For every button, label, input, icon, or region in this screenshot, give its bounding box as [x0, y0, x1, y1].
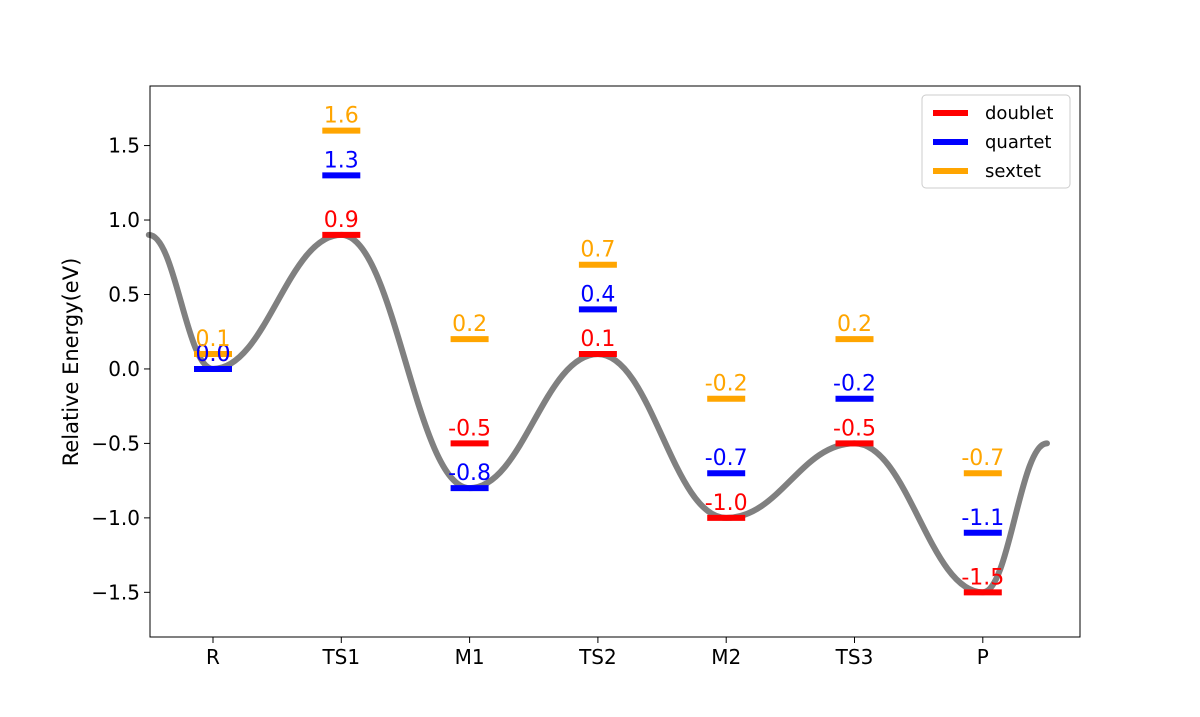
legend-label-sextet: sextet [985, 161, 1041, 182]
y-tick-label: 0.0 [108, 357, 140, 381]
x-tick-label-ts1: TS1 [321, 645, 360, 669]
y-tick-label: −1.0 [91, 506, 140, 530]
y-tick-label: 0.5 [108, 282, 140, 306]
plot-frame [149, 85, 1081, 638]
x-tick-label-m1: M1 [455, 645, 485, 669]
sextet-label-p: -0.7 [961, 446, 1004, 471]
x-tick-label-m2: M2 [711, 645, 741, 669]
legend-frame [921, 94, 1071, 189]
doublet-label-m2: -1.0 [705, 491, 748, 516]
quartet-label-ts2: 0.4 [580, 282, 615, 307]
quartet-label-ts3: -0.2 [833, 372, 876, 397]
doublet-label-p: -1.5 [961, 565, 1004, 590]
quartet-label-m2: -0.7 [705, 446, 748, 471]
y-tick-label: 1.0 [108, 208, 140, 232]
energy-levels-layer [194, 127, 1002, 596]
sextet-label-ts1: 1.6 [324, 104, 359, 129]
doublet-label-m1: -0.5 [448, 416, 491, 441]
doublet-label-ts3: -0.5 [833, 416, 876, 441]
legend-label-doublet: doublet [985, 103, 1053, 124]
y-tick-label: −0.5 [91, 431, 140, 455]
y-tick-label: −1.5 [91, 580, 140, 604]
y-axis-label: Relative Energy(eV) [59, 258, 83, 467]
quartet-label-p: -1.1 [961, 506, 1004, 531]
doublet-label-r: 0.0 [196, 342, 231, 367]
x-tick-label-r: R [206, 645, 220, 669]
sextet-label-r: 0.1 [196, 327, 231, 352]
legend-label-quartet: quartet [985, 132, 1051, 153]
sextet-label-ts3: 0.2 [837, 312, 872, 337]
sextet-label-ts2: 0.7 [580, 238, 615, 263]
energy-labels-layer: 0.00.9-0.50.1-1.0-0.5-1.50.01.3-0.80.4-0… [196, 104, 1005, 591]
quartet-label-r: 0.0 [196, 342, 231, 367]
y-tick-label: 1.5 [108, 134, 140, 158]
sextet-label-m2: -0.2 [705, 372, 748, 397]
sextet-label-m1: 0.2 [452, 312, 487, 337]
x-tick-label-p: P [977, 645, 989, 669]
quartet-label-m1: -0.8 [448, 461, 491, 486]
legend: doublet quartet sextet [921, 94, 1071, 189]
quartet-label-ts1: 1.3 [324, 148, 359, 173]
doublet-label-ts1: 0.9 [324, 208, 359, 233]
y-axis: −1.5 −1.0 −0.5 0.0 0.5 1.0 1.5 [91, 134, 150, 604]
x-tick-label-ts3: TS3 [835, 645, 874, 669]
x-tick-label-ts2: TS2 [578, 645, 617, 669]
doublet-label-ts2: 0.1 [580, 327, 615, 352]
x-axis: R TS1 M1 TS2 M2 TS3 P [206, 637, 989, 669]
